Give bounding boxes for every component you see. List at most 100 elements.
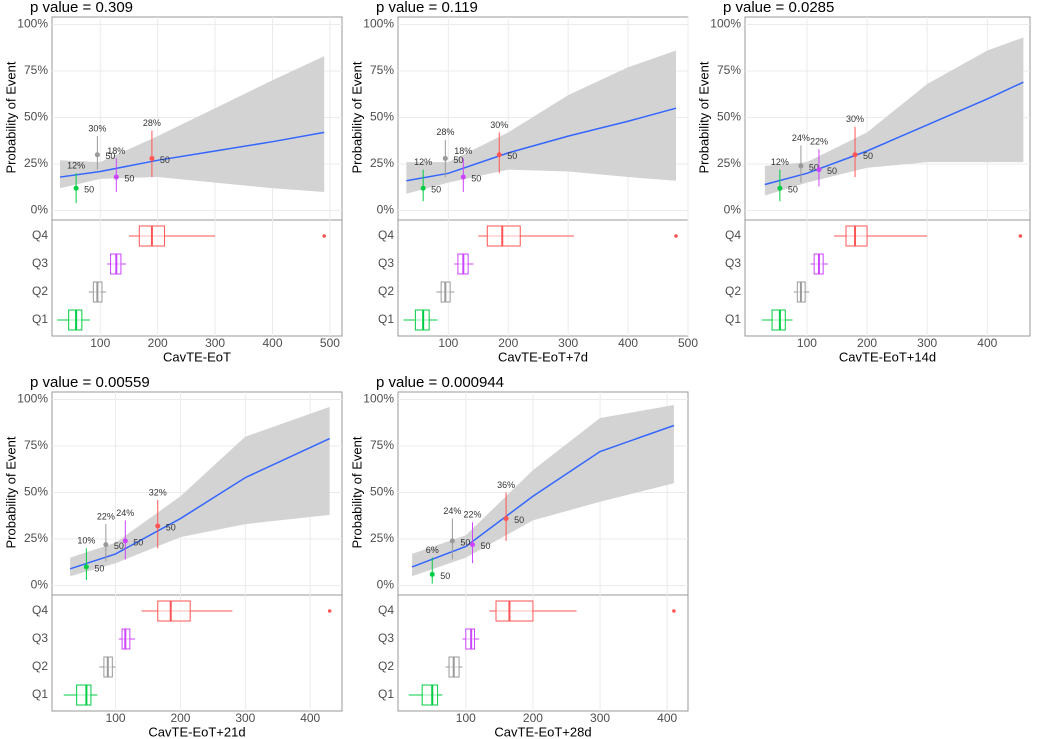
x-axis-label: CavTE-EoT+7d [498, 349, 588, 364]
count-label: 50 [788, 185, 798, 195]
count-label: 50 [514, 515, 524, 525]
count-label: 50 [133, 537, 143, 547]
y-tick-label: 0% [377, 578, 395, 592]
count-label: 50 [471, 173, 481, 183]
group-point [122, 538, 128, 544]
category-label: Q4 [32, 228, 48, 242]
outlier [674, 234, 678, 238]
panel: p value = 0.000944 0% 25% 50% 75% 100% 100 200 3… [349, 374, 689, 739]
group-point [83, 564, 89, 570]
y-tick-label: 0% [31, 578, 49, 592]
count-label: 50 [453, 155, 463, 165]
y-axis-label: Probability of Event [696, 61, 711, 173]
category-label: Q2 [378, 659, 394, 673]
x-tick-label: 100 [106, 711, 126, 725]
plot-frame [397, 391, 689, 712]
percent-label: 30% [846, 114, 864, 124]
count-label: 50 [94, 563, 104, 573]
y-tick-label: 50% [24, 485, 48, 499]
fit-line [59, 131, 325, 178]
y-axis-label: Probability of Event [349, 61, 364, 173]
group-point [420, 185, 426, 191]
y-tick-label: 100% [17, 392, 48, 406]
group-point [149, 155, 155, 161]
count-label: 50 [431, 185, 441, 195]
percent-label: 6% [426, 545, 439, 555]
percent-label: 22% [97, 512, 115, 522]
fit-line [406, 107, 677, 182]
x-axis-label: CavTE-EoT+28d [494, 724, 591, 739]
panel-title: p value = 0.000944 [376, 374, 504, 391]
box [845, 225, 868, 247]
percent-label: 30% [490, 120, 508, 130]
x-tick-label: 400 [262, 336, 282, 350]
box [421, 684, 439, 706]
category-label: Q3 [32, 631, 48, 645]
panel-title: p value = 0.309 [30, 0, 133, 16]
y-tick-label: 0% [724, 203, 742, 217]
percent-label: 28% [436, 127, 454, 137]
group-point [429, 571, 435, 577]
category-label: Q1 [378, 312, 394, 326]
group-point [816, 167, 822, 173]
group-point [503, 516, 509, 522]
y-axis-label: Probability of Event [349, 436, 364, 548]
x-tick-label: 300 [590, 711, 610, 725]
group-point [798, 163, 804, 169]
panel-title: p value = 0.00559 [30, 374, 150, 391]
confidence-band [764, 37, 1024, 196]
percent-label: 12% [771, 157, 789, 167]
panel-title: p value = 0.0285 [723, 0, 834, 16]
category-label: Q3 [378, 631, 394, 645]
percent-label: 22% [810, 137, 828, 147]
percent-label: 18% [454, 146, 472, 156]
x-tick-label: 200 [523, 711, 543, 725]
y-tick-label: 100% [363, 17, 394, 31]
y-tick-label: 50% [24, 110, 48, 124]
category-label: Q2 [378, 284, 394, 298]
percent-label: 30% [88, 123, 106, 133]
y-tick-label: 25% [24, 531, 48, 545]
y-tick-label: 75% [370, 438, 394, 452]
percent-label: 24% [443, 506, 461, 516]
x-axis-label: CavTE-EoT+21d [148, 724, 245, 739]
group-point [73, 185, 79, 191]
x-tick-label: 100 [797, 336, 817, 350]
percent-label: 18% [107, 146, 125, 156]
percent-label: 12% [67, 161, 85, 171]
group-point [496, 152, 502, 158]
category-label: Q4 [725, 228, 741, 242]
box [76, 684, 92, 706]
box [465, 628, 476, 650]
group-point [460, 174, 466, 180]
box [157, 600, 191, 622]
count-label: 50 [105, 151, 115, 161]
y-axis-label: Probability of Event [3, 61, 18, 173]
confidence-band [406, 50, 677, 194]
panel-title: p value = 0.119 [376, 0, 478, 16]
confidence-band [60, 56, 325, 192]
plot-frame [744, 16, 1031, 337]
x-tick-label: 300 [558, 336, 578, 350]
x-tick-label: 100 [90, 336, 110, 350]
category-label: Q1 [32, 312, 48, 326]
category-label: Q4 [378, 228, 394, 242]
count-label: 50 [84, 185, 94, 195]
group-point [155, 523, 161, 529]
category-label: Q1 [32, 687, 48, 701]
y-tick-label: 75% [370, 63, 394, 77]
x-tick-label: 100 [438, 336, 458, 350]
group-point [103, 542, 109, 548]
fit-line [69, 437, 330, 570]
box [771, 309, 786, 331]
x-tick-label: 400 [300, 711, 320, 725]
category-label: Q2 [725, 284, 741, 298]
count-label: 50 [863, 151, 873, 161]
plot-frame [51, 16, 343, 337]
category-label: Q2 [32, 659, 48, 673]
count-label: 50 [460, 537, 470, 547]
x-tick-label: 500 [678, 336, 698, 350]
category-label: Q1 [725, 312, 741, 326]
plot-frame [51, 391, 343, 712]
